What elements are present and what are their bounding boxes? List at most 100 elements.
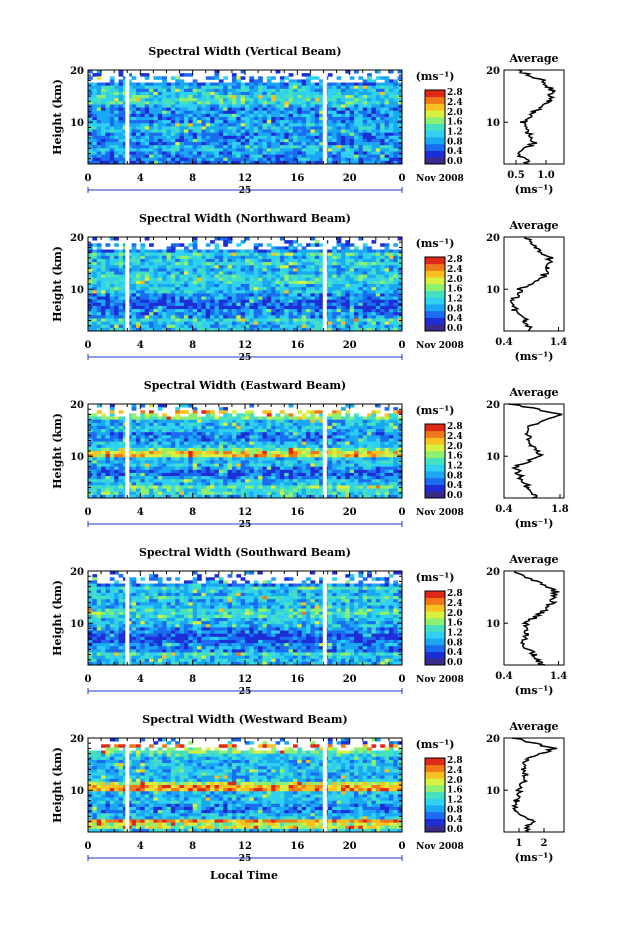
heatmap-cell <box>340 104 346 108</box>
heatmap-cell <box>197 132 202 137</box>
heatmap-cell <box>144 132 150 137</box>
heatmap-cell <box>101 318 106 322</box>
heatmap-cell <box>253 160 259 165</box>
heatmap-cell <box>157 145 163 149</box>
heatmap-cell <box>349 135 355 140</box>
heatmap-cell <box>105 277 111 282</box>
heatmap-cell <box>249 113 255 118</box>
heatmap-cell <box>188 438 194 442</box>
heatmap-cell <box>92 154 98 159</box>
heatmap-cell <box>292 249 298 254</box>
heatmap-cell <box>170 104 176 108</box>
heatmap-cell <box>371 441 377 446</box>
heatmap-cell <box>192 91 198 96</box>
heatmap-cell <box>149 148 154 152</box>
heatmap-cell <box>144 138 150 143</box>
heatmap-cell <box>131 438 137 442</box>
colorbar-swatch <box>425 116 445 125</box>
heatmap-cell <box>249 82 255 87</box>
heatmap-cell <box>179 321 185 326</box>
heatmap-cell <box>192 280 198 285</box>
heatmap-cell <box>271 438 276 442</box>
heatmap-cell <box>393 129 399 134</box>
heatmap-cell <box>157 107 163 112</box>
heatmap-cell <box>109 157 115 162</box>
heatmap-cell <box>231 135 237 140</box>
heatmap-cell <box>188 129 194 134</box>
heatmap-cell <box>358 151 364 155</box>
heatmap-cell <box>388 117 394 121</box>
heatmap-cell <box>397 249 403 254</box>
heatmap-cell <box>262 82 268 87</box>
heatmap-cell <box>231 148 237 152</box>
heatmap-cell <box>345 151 351 155</box>
heatmap-cell <box>249 110 255 115</box>
heatmap-cell <box>96 252 102 257</box>
heatmap-cell <box>92 151 98 155</box>
heatmap-cell <box>192 88 198 93</box>
heatmap-cell <box>371 91 377 96</box>
heatmap-cell <box>253 305 259 310</box>
heatmap-cell <box>227 293 233 297</box>
heatmap-cell <box>92 82 98 87</box>
heatmap-cell <box>118 255 124 260</box>
heatmap-cell <box>258 422 263 427</box>
heatmap-cell <box>271 101 276 105</box>
heatmap-cell <box>109 284 115 288</box>
heatmap-cell <box>118 419 124 424</box>
heatmap-cell <box>175 142 180 146</box>
heatmap-cell <box>144 265 150 269</box>
heatmap-cell <box>240 315 246 319</box>
heatmap-cell <box>397 107 403 112</box>
heatmap-cell <box>384 280 390 285</box>
heatmap-cell <box>101 416 106 421</box>
heatmap-cell <box>214 135 220 140</box>
heatmap-cell <box>201 271 207 275</box>
heatmap-cell <box>336 419 342 424</box>
heatmap-cell <box>118 321 124 326</box>
heatmap-cell <box>188 113 194 118</box>
heatmap-cell <box>140 126 146 130</box>
heatmap-cell <box>192 145 198 149</box>
heatmap-cell <box>140 246 146 250</box>
heatmap-cell <box>135 88 141 93</box>
heatmap-cell <box>135 444 141 449</box>
heatmap-cell <box>388 95 394 99</box>
heatmap-cell <box>336 138 342 143</box>
heatmap-cell <box>240 126 246 130</box>
heatmap-cell <box>131 262 137 266</box>
heatmap-cell <box>245 290 250 294</box>
heatmap-cell <box>183 305 189 310</box>
heatmap-cell <box>118 290 124 294</box>
heatmap-cell <box>336 318 342 322</box>
heatmap-cell <box>336 252 342 257</box>
heatmap-cell <box>210 154 215 159</box>
heatmap-cell <box>245 305 250 310</box>
heatmap-cell <box>96 327 102 332</box>
heatmap-cell <box>179 145 185 149</box>
heatmap-cell <box>284 88 290 93</box>
heatmap-cell <box>262 419 268 424</box>
heatmap-cell <box>275 117 281 121</box>
heatmap-cell <box>114 274 119 279</box>
heatmap-cell <box>218 79 224 83</box>
heatmap-cell <box>231 85 237 90</box>
heatmap-cell <box>384 123 390 127</box>
heatmap-cell <box>292 284 298 288</box>
heatmap-cell <box>144 413 150 417</box>
heatmap-cell <box>275 252 281 257</box>
heatmap-cell <box>380 113 385 118</box>
heatmap-cell <box>144 95 150 99</box>
heatmap-cell <box>362 318 368 322</box>
heatmap-cell <box>192 441 198 446</box>
heatmap-cell <box>301 324 307 329</box>
heatmap-cell <box>109 82 115 87</box>
heatmap-cell <box>319 82 324 87</box>
heatmap-cell <box>275 435 281 439</box>
heatmap-cell <box>105 101 111 105</box>
heatmap-cell <box>205 284 211 288</box>
heatmap-cell <box>349 129 355 134</box>
heatmap-cell <box>266 296 272 301</box>
heatmap-cell <box>144 315 150 319</box>
heatmap-cell <box>306 425 311 430</box>
